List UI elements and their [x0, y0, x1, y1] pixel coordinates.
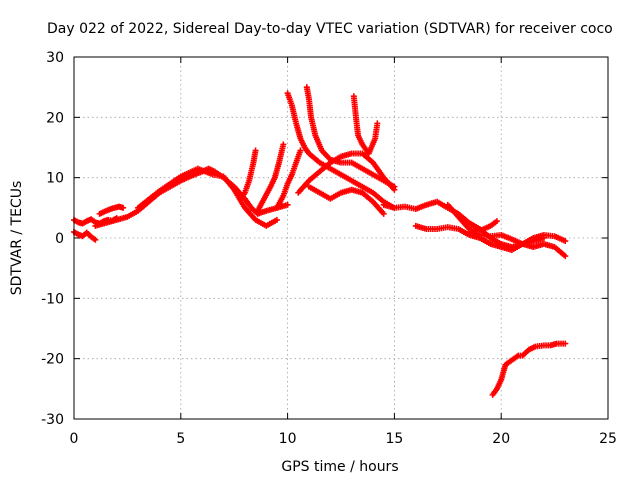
plot-frame [73, 56, 609, 420]
series-track-main [92, 165, 291, 229]
y-tick-label: 0 [55, 231, 64, 247]
series-arc-12 [466, 228, 569, 260]
series-arc-2 [254, 141, 287, 214]
y-tick-label: 30 [46, 50, 64, 66]
chart-title: Day 022 of 2022, Sidereal Day-to-day VTE… [47, 21, 613, 37]
data-point [493, 218, 500, 225]
data-point [252, 147, 259, 154]
data-point [120, 204, 127, 211]
series-arc-1 [237, 147, 259, 202]
data-point [391, 186, 398, 193]
series-arc-8 [295, 150, 398, 196]
y-tick-label: 10 [46, 171, 64, 187]
data-point [280, 141, 287, 148]
data-point [562, 238, 569, 245]
x-tick-label: 5 [176, 431, 185, 447]
data-point [374, 120, 381, 127]
x-tick-label: 10 [279, 431, 297, 447]
series-arc-neg [489, 340, 569, 398]
data-point [284, 201, 291, 208]
data-point [297, 147, 304, 154]
data-point [562, 253, 569, 260]
series-track-b [71, 228, 99, 243]
data-point [380, 210, 387, 217]
data-points [71, 84, 569, 398]
y-tick-label: -20 [41, 352, 64, 368]
x-tick-label: 0 [70, 431, 79, 447]
y-tick-label: -30 [41, 412, 64, 428]
axis-ticks: 0 5 10 15 20 25 -30 -20 -10 0 10 20 30 [41, 50, 617, 447]
x-tick-label: 20 [492, 431, 510, 447]
grid [74, 57, 608, 419]
x-tick-label: 25 [599, 431, 617, 447]
x-tick-label: 15 [385, 431, 403, 447]
y-tick-label: 20 [46, 110, 64, 126]
series-arc-6 [350, 93, 381, 157]
data-point [273, 216, 280, 223]
x-axis-label: GPS time / hours [281, 459, 398, 475]
series-track-upper [135, 165, 280, 229]
data-point [92, 236, 99, 243]
data-point [562, 340, 569, 347]
series-track-c [96, 203, 127, 217]
series-arc-3 [273, 147, 304, 211]
y-tick-label: -10 [41, 291, 64, 307]
y-axis-label: SDTVAR / TECUs [9, 181, 25, 296]
series-arc-11 [444, 201, 500, 234]
series-arc-7 [305, 183, 387, 217]
